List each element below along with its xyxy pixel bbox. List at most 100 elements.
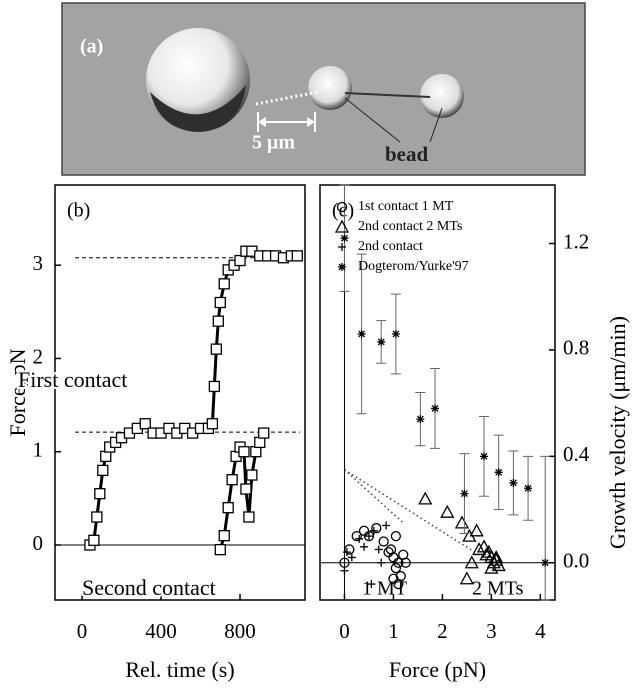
marker xyxy=(214,296,226,309)
marker xyxy=(91,511,103,523)
annotation: 1 MT xyxy=(362,578,407,600)
marker xyxy=(344,544,355,555)
marker xyxy=(340,566,349,575)
marker xyxy=(400,557,411,568)
marker xyxy=(377,337,386,346)
y-tick-label: 1.2 xyxy=(563,229,589,253)
marker xyxy=(360,542,369,551)
y-tick-label: 3 xyxy=(33,251,44,275)
marker xyxy=(254,436,266,449)
marker xyxy=(494,468,503,477)
marker xyxy=(460,489,469,498)
legend-label: 2nd contact 2 MTs xyxy=(358,219,462,234)
x-axis-title: Rel. time (s) xyxy=(125,657,234,682)
marker xyxy=(469,523,484,537)
marker xyxy=(388,552,399,563)
marker xyxy=(218,278,230,290)
x-tick-label: 400 xyxy=(145,619,177,643)
panel-label: (b) xyxy=(67,200,90,222)
marker xyxy=(377,558,386,567)
marker xyxy=(206,418,219,430)
marker xyxy=(347,553,356,562)
x-tick-label: 800 xyxy=(224,619,256,643)
marker xyxy=(208,380,221,393)
y-axis-title: Force, pN xyxy=(5,348,30,436)
marker xyxy=(351,531,362,542)
marker xyxy=(358,525,370,536)
marker xyxy=(291,250,303,262)
series-annotation: Second contact xyxy=(82,575,216,600)
marker xyxy=(367,580,376,589)
x-tick-label: 0 xyxy=(339,619,350,643)
marker xyxy=(226,474,238,486)
marker xyxy=(250,446,262,458)
marker xyxy=(390,562,402,574)
legend-label: 2nd contact xyxy=(358,239,423,254)
marker xyxy=(212,315,224,327)
series-annotation: First contact xyxy=(18,367,127,392)
x-tick-label: 2 xyxy=(437,619,448,643)
fit-line xyxy=(344,469,492,564)
marker xyxy=(391,329,400,338)
scale-label: 5 μm xyxy=(252,132,295,154)
marker xyxy=(97,464,109,477)
marker xyxy=(243,511,255,523)
marker xyxy=(357,329,366,338)
legend-marker xyxy=(336,201,348,213)
marker xyxy=(88,534,100,546)
legend-marker xyxy=(338,243,346,251)
marker xyxy=(371,523,382,534)
marker xyxy=(369,526,378,535)
marker xyxy=(94,488,106,500)
marker xyxy=(363,531,375,542)
panel-label: (a) xyxy=(80,36,103,58)
x-tick-label: 4 xyxy=(535,619,546,643)
marker xyxy=(418,491,433,505)
legend-marker xyxy=(338,263,346,271)
legend-label: Dogterom/Yurke'97 xyxy=(358,259,469,274)
marker xyxy=(364,532,373,541)
y-tick-label: 0.8 xyxy=(563,336,589,360)
legend-marker xyxy=(334,219,350,233)
marker xyxy=(388,573,399,584)
marker xyxy=(342,548,351,557)
marker xyxy=(210,343,222,355)
marker xyxy=(480,452,489,461)
marker xyxy=(383,546,394,558)
y-tick-label: 0.0 xyxy=(563,549,589,573)
marker xyxy=(258,427,270,439)
marker xyxy=(382,521,391,530)
marker xyxy=(481,544,497,558)
marker xyxy=(374,545,383,554)
marker xyxy=(484,560,499,574)
y-tick-label: 0 xyxy=(33,531,44,555)
bead-label: bead xyxy=(385,142,429,166)
marker xyxy=(491,558,506,572)
marker xyxy=(454,515,470,529)
marker xyxy=(355,534,364,543)
marker xyxy=(214,543,226,556)
y-axis-title: Growth velocity (μm/min) xyxy=(605,316,630,549)
marker xyxy=(472,542,487,556)
y-tick-label: 2 xyxy=(33,344,44,368)
y-tick-label: 0.4 xyxy=(563,442,590,466)
plot-frame xyxy=(54,184,306,601)
marker xyxy=(390,531,402,542)
marker xyxy=(246,469,258,481)
marker xyxy=(416,415,425,424)
legend-label: 1st contact 1 MT xyxy=(358,199,454,214)
x-axis-title: Force (pN) xyxy=(389,657,486,682)
x-tick-label: 0 xyxy=(77,619,88,643)
marker xyxy=(139,418,151,430)
marker xyxy=(459,571,474,585)
series-line xyxy=(88,249,298,546)
marker xyxy=(489,550,504,564)
error-bar xyxy=(540,455,551,601)
marker xyxy=(218,530,230,542)
plot-frame xyxy=(319,184,556,601)
marker xyxy=(100,450,112,463)
marker xyxy=(440,504,455,518)
x-tick-label: 3 xyxy=(486,619,497,643)
y-tick-label: 1 xyxy=(33,438,44,462)
